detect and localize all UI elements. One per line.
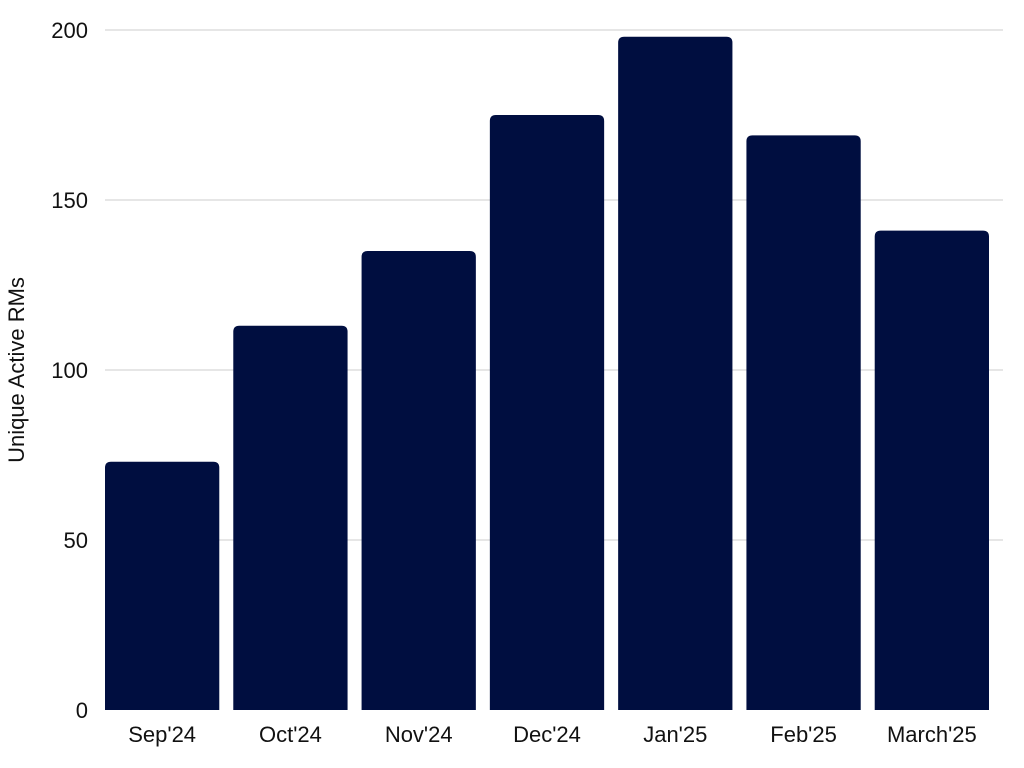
x-tick-label: Oct'24 bbox=[259, 722, 322, 747]
x-tick-labels: Sep'24 Oct'24 Nov'24 Dec'24 Jan'25 Feb'25 Marc… bbox=[128, 722, 977, 747]
y-tick-label: 50 bbox=[64, 528, 88, 553]
x-tick-label: Nov'24 bbox=[385, 722, 453, 747]
x-tick-label: Dec'24 bbox=[513, 722, 581, 747]
bars bbox=[105, 36, 989, 711]
y-tick-labels: 0 50 100 150 200 bbox=[51, 18, 88, 723]
y-tick-label: 150 bbox=[51, 188, 88, 213]
bar bbox=[746, 135, 861, 710]
bar bbox=[361, 251, 476, 710]
bar bbox=[489, 115, 605, 710]
bar bbox=[618, 36, 733, 711]
y-tick-label: 200 bbox=[51, 18, 88, 43]
y-tick-label: 100 bbox=[51, 358, 88, 383]
x-tick-label: Sep'24 bbox=[128, 722, 196, 747]
x-tick-label: Jan'25 bbox=[643, 722, 707, 747]
y-tick-label: 0 bbox=[76, 698, 88, 723]
y-axis-title: Unique Active RMs bbox=[4, 277, 29, 463]
x-tick-label: Feb'25 bbox=[770, 722, 837, 747]
bar bbox=[105, 461, 220, 710]
x-tick-label: March'25 bbox=[887, 722, 977, 747]
bar bbox=[874, 230, 989, 710]
bar bbox=[233, 325, 348, 710]
